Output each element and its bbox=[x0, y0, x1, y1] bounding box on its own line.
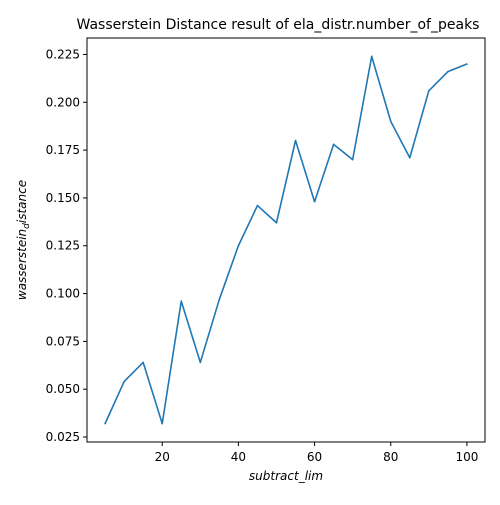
data-point bbox=[275, 221, 278, 224]
y-tick-label: 0.200 bbox=[46, 95, 80, 109]
series-line-0 bbox=[104, 55, 468, 425]
y-axis-label-tail: istance bbox=[15, 180, 29, 223]
plot-frame bbox=[86, 37, 486, 443]
y-tick-label: 0.225 bbox=[46, 47, 80, 61]
y-axis-label: wassersteindistance bbox=[15, 180, 32, 300]
y-tick-label: 0.150 bbox=[46, 191, 80, 205]
data-point bbox=[370, 55, 373, 58]
data-point bbox=[313, 200, 316, 203]
y-axis-label-main: wasserstein bbox=[15, 229, 29, 300]
data-point bbox=[237, 244, 240, 247]
data-point bbox=[142, 361, 144, 364]
x-tick-label: 60 bbox=[307, 450, 322, 464]
data-point bbox=[389, 120, 392, 123]
data-point bbox=[447, 70, 449, 73]
data-point bbox=[218, 298, 221, 301]
x-tick-label: 100 bbox=[455, 450, 478, 464]
data-point bbox=[294, 139, 297, 142]
data-point bbox=[161, 422, 164, 425]
x-tick-label: 80 bbox=[383, 450, 398, 464]
data-point bbox=[428, 89, 430, 92]
data-point bbox=[408, 156, 411, 159]
data-point bbox=[199, 361, 202, 364]
y-axis: 0.025 0.050 0.075 0.100 0.125 0.150 0.175 0.200… bbox=[46, 47, 87, 444]
y-tick-label: 0.100 bbox=[46, 287, 80, 301]
y-axis-label-subscript: d bbox=[22, 223, 32, 229]
data-point bbox=[123, 380, 125, 383]
data-point bbox=[256, 204, 259, 207]
y-tick-label: 0.175 bbox=[46, 143, 80, 157]
plot-area: 20 40 60 80 100 0.025 0.050 0.075 0.100 0.125 0.1… bbox=[46, 37, 486, 464]
x-tick-label: 20 bbox=[155, 450, 170, 464]
data-point bbox=[104, 422, 106, 425]
data-point bbox=[466, 63, 468, 65]
y-tick-label: 0.025 bbox=[46, 430, 80, 444]
series-layer bbox=[104, 55, 468, 425]
y-tick-label: 0.125 bbox=[46, 239, 80, 253]
data-point bbox=[332, 143, 335, 146]
x-axis-label: subtract_lim bbox=[249, 469, 323, 483]
y-tick-label: 0.050 bbox=[46, 382, 80, 396]
data-point bbox=[180, 300, 183, 303]
x-axis: 20 40 60 80 100 bbox=[155, 442, 478, 464]
x-tick-label: 40 bbox=[231, 450, 246, 464]
data-point bbox=[351, 158, 354, 161]
y-tick-label: 0.075 bbox=[46, 334, 80, 348]
chart-title: Wasserstein Distance result of ela_distr… bbox=[77, 17, 480, 33]
